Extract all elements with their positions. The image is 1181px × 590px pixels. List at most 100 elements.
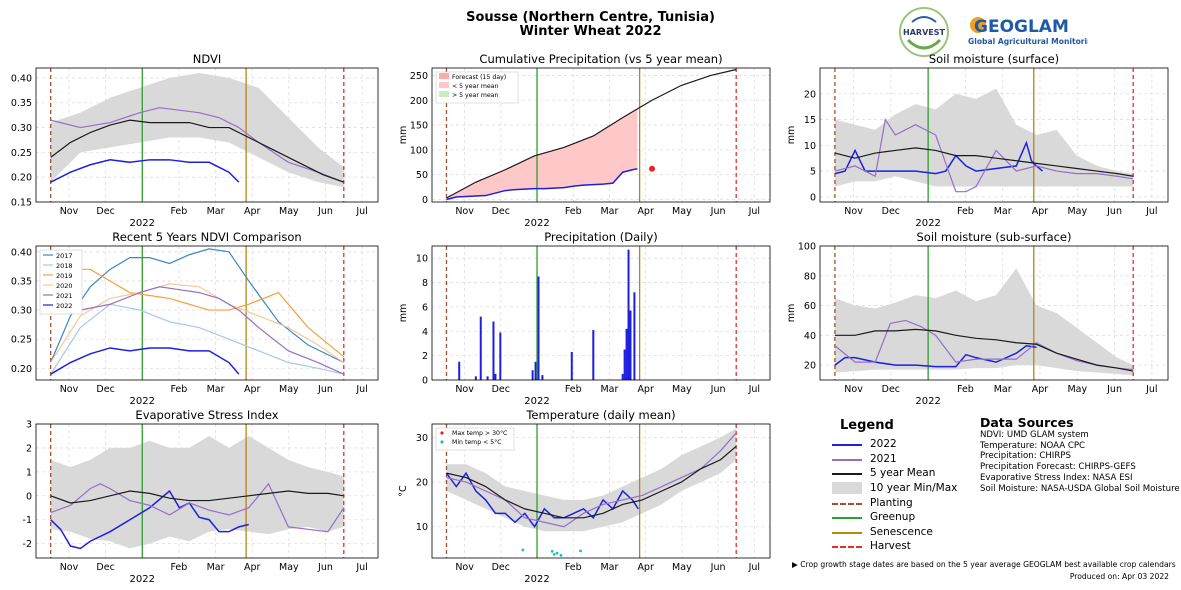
x-tick-label: Nov <box>60 206 79 217</box>
y-tick-label: 40 <box>804 331 816 342</box>
inset-legend <box>435 71 519 104</box>
y-tick-label: 0 <box>422 195 428 206</box>
min-max-band <box>50 72 344 188</box>
plot-frame <box>35 423 379 559</box>
precip-bar <box>479 316 482 380</box>
inset-legend-marker <box>439 91 449 97</box>
source-line: NDVI: UMD GLAM system <box>980 429 1089 440</box>
series-2017 <box>50 248 345 364</box>
y-tick-label: 4 <box>422 327 428 338</box>
x-tick-label: Nov <box>844 384 863 395</box>
min-max-band <box>834 88 1134 187</box>
series-2022 <box>445 471 639 529</box>
x-tick-label: Dec <box>882 384 900 395</box>
x-tick-label: Dec <box>492 384 510 395</box>
series-2022 <box>50 159 240 183</box>
series-2021 <box>50 482 345 533</box>
plot-frame <box>819 245 1169 381</box>
x-tick-label: Apr <box>637 206 654 217</box>
forecast-point <box>649 165 656 172</box>
y-tick-label: 15 <box>804 115 816 126</box>
inset-legend-label: Min temp < 5°C <box>452 438 502 446</box>
legend-swatch <box>832 517 862 520</box>
x-tick-label: Nov <box>60 562 79 573</box>
chart-precip_daily: Precipitation (Daily) 0 2 4 6 8 10 Nov Dec Feb Mar… <box>398 230 771 407</box>
source-line: Temperature: NOAA CPC <box>980 440 1086 451</box>
precip-bar <box>625 328 628 380</box>
series-5-year-mean <box>50 490 344 504</box>
min-temp-point <box>555 551 559 555</box>
x-tick-label: Jun <box>710 384 726 395</box>
min-max-band <box>50 435 344 549</box>
x-tick-label: Feb <box>957 206 974 217</box>
y-tick-label: 20 <box>804 361 816 372</box>
x-tick-label: Apr <box>244 206 261 217</box>
chart-soil_sub: Soil moisture (sub-surface) 20 40 60 80 100 No… <box>786 230 1169 407</box>
plot-frame <box>35 67 379 203</box>
series-legend-label: 2018 <box>56 262 73 270</box>
year-label: 2022 <box>524 574 549 585</box>
series-2018 <box>50 303 344 375</box>
legend: Legend 2022 2021 5 year Mean 10 year Min/Ma… <box>832 418 957 554</box>
precip-bar <box>629 310 632 380</box>
y-tick-label: 0.20 <box>11 173 32 184</box>
page-title: Sousse (Northern Centre, Tunisia) <box>466 10 715 25</box>
series-2022 <box>834 140 1043 175</box>
x-tick-label: Apr <box>244 384 261 395</box>
series-legend-label: 2020 <box>56 282 73 290</box>
x-tick-label: Feb <box>957 384 974 395</box>
precip-bar <box>531 370 534 380</box>
x-tick-label: Jul <box>355 562 367 573</box>
x-tick-label: Dec <box>96 384 114 395</box>
y-axis-label: mm <box>786 304 797 323</box>
min-temp-point <box>552 553 556 556</box>
series-legend-label: 2022 <box>56 302 73 310</box>
plot-frame <box>35 245 379 381</box>
x-tick-label: Mar <box>600 562 618 573</box>
y-tick-label: 50 <box>416 170 428 181</box>
x-tick-label: May <box>672 206 692 217</box>
series-5-year-mean <box>50 119 345 183</box>
legend-swatch <box>832 458 862 461</box>
x-tick-label: May <box>672 562 692 573</box>
y-tick-label: 30 <box>416 433 428 444</box>
legend-swatch <box>832 482 862 495</box>
series-5-year-mean <box>834 147 1134 177</box>
min-temp-point <box>559 553 563 557</box>
plot-frame <box>431 423 771 559</box>
chart-title: Precipitation (Daily) <box>544 230 658 244</box>
chart-title: NDVI <box>193 52 222 66</box>
x-tick-label: May <box>279 206 299 217</box>
plot-frame <box>431 67 771 203</box>
y-tick-label: 0.35 <box>11 276 32 287</box>
precip-bar <box>537 276 540 380</box>
y-tick-label: 100 <box>798 242 816 253</box>
source-line: Evaporative Stress Index: NASA ESI <box>980 472 1133 483</box>
y-tick-label: 20 <box>416 478 428 489</box>
legend-item: 2021 <box>832 452 957 467</box>
legend-swatch <box>832 531 862 534</box>
inset-legend <box>435 427 515 451</box>
inset-legend-marker <box>440 431 444 435</box>
legend-title: Legend <box>840 418 894 433</box>
x-tick-label: Apr <box>637 384 654 395</box>
inset-legend-marker <box>439 73 449 79</box>
x-tick-label: Feb <box>565 206 582 217</box>
min-temp-point <box>521 548 525 552</box>
precip-bar <box>534 361 537 380</box>
chart-title: Cumulative Precipitation (vs 5 year mean… <box>479 52 722 66</box>
year-label: 2022 <box>130 396 155 407</box>
series-2019 <box>50 268 345 358</box>
x-tick-label: May <box>279 562 299 573</box>
y-tick-label: 0 <box>422 376 428 387</box>
series-2021 <box>50 107 345 183</box>
y-tick-label: 0.20 <box>11 364 32 375</box>
x-tick-label: Nov <box>455 562 474 573</box>
x-tick-label: Jul <box>748 206 760 217</box>
x-tick-label: Mar <box>994 384 1012 395</box>
y-tick-label: 0.40 <box>11 247 32 258</box>
harvest-logo: HARVEST <box>898 6 950 58</box>
legend-item: 5 year Mean <box>832 466 957 481</box>
series-legend <box>39 249 83 315</box>
